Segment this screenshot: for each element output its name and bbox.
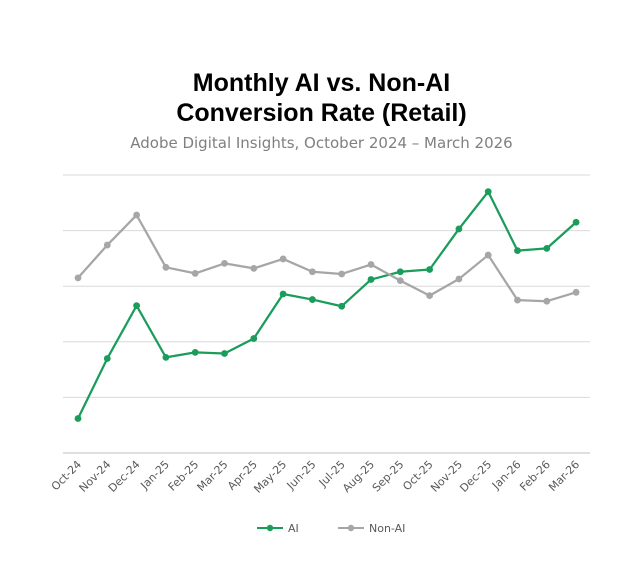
data-point: [543, 297, 551, 305]
x-tick-label: Apr-25: [225, 458, 260, 493]
x-tick-label: Nov-25: [428, 458, 465, 495]
legend-label: AI: [288, 522, 299, 535]
x-tick-label: Mar-26: [546, 458, 582, 494]
data-point: [572, 288, 580, 296]
data-point: [572, 218, 580, 226]
x-tick-label: Feb-25: [166, 458, 202, 494]
data-point: [396, 277, 404, 285]
data-point: [74, 415, 82, 422]
data-point: [103, 241, 111, 249]
data-point: [367, 276, 375, 283]
data-point: [514, 247, 521, 255]
data-point: [426, 266, 433, 273]
data-point: [279, 255, 287, 263]
legend-marker: [266, 524, 274, 532]
x-tick-label: Oct-25: [400, 458, 435, 493]
x-tick-label: Feb-26: [517, 458, 553, 494]
data-point: [455, 225, 463, 233]
chart-subtitle: Adobe Digital Insights, October 2024 – M…: [130, 134, 513, 152]
data-point: [191, 348, 199, 356]
series-line-ai: [76, 190, 577, 420]
data-point: [191, 270, 199, 277]
x-tick-label: Jan-26: [489, 458, 524, 493]
data-point: [543, 244, 551, 252]
data-point: [250, 335, 258, 342]
data-point: [162, 353, 170, 361]
x-tick-label: Jan-25: [137, 458, 172, 493]
x-tick-label: Mar-25: [195, 458, 231, 494]
x-tick-label: Sep-25: [370, 458, 407, 495]
x-tick-label: Oct-24: [49, 458, 84, 493]
x-tick-label: Dec-25: [457, 458, 494, 495]
data-point: [484, 188, 492, 196]
legend-marker: [347, 524, 355, 532]
data-point: [396, 268, 404, 276]
x-tick-label: Nov-24: [77, 458, 114, 495]
data-point: [484, 251, 492, 259]
x-tick-label: May-25: [251, 458, 289, 496]
data-point: [514, 296, 521, 304]
data-point: [367, 261, 375, 268]
data-point: [221, 260, 228, 267]
data-point: [455, 275, 463, 283]
data-point: [103, 355, 111, 362]
data-point: [133, 302, 141, 310]
data-point: [221, 350, 228, 357]
data-point: [250, 265, 258, 272]
data-point: [426, 292, 433, 300]
chart-title-line-1: Monthly AI vs. Non-AI: [192, 69, 451, 97]
data-point: [338, 302, 346, 310]
legend-label: Non-AI: [369, 522, 405, 535]
data-point: [133, 211, 141, 219]
data-point: [162, 263, 170, 271]
data-point: [309, 268, 316, 276]
data-point: [309, 296, 316, 303]
series-line-non-ai: [77, 213, 577, 303]
x-tick-label: Dec-24: [106, 458, 143, 495]
x-tick-label: Jun-25: [284, 458, 319, 493]
chart-title-line-2: Conversion Rate (Retail): [176, 99, 467, 127]
x-tick-label: Aug-25: [340, 458, 377, 495]
data-point: [279, 290, 287, 298]
x-tick-label: Jul-25: [316, 458, 348, 490]
data-point: [338, 270, 346, 278]
data-point: [74, 274, 82, 282]
